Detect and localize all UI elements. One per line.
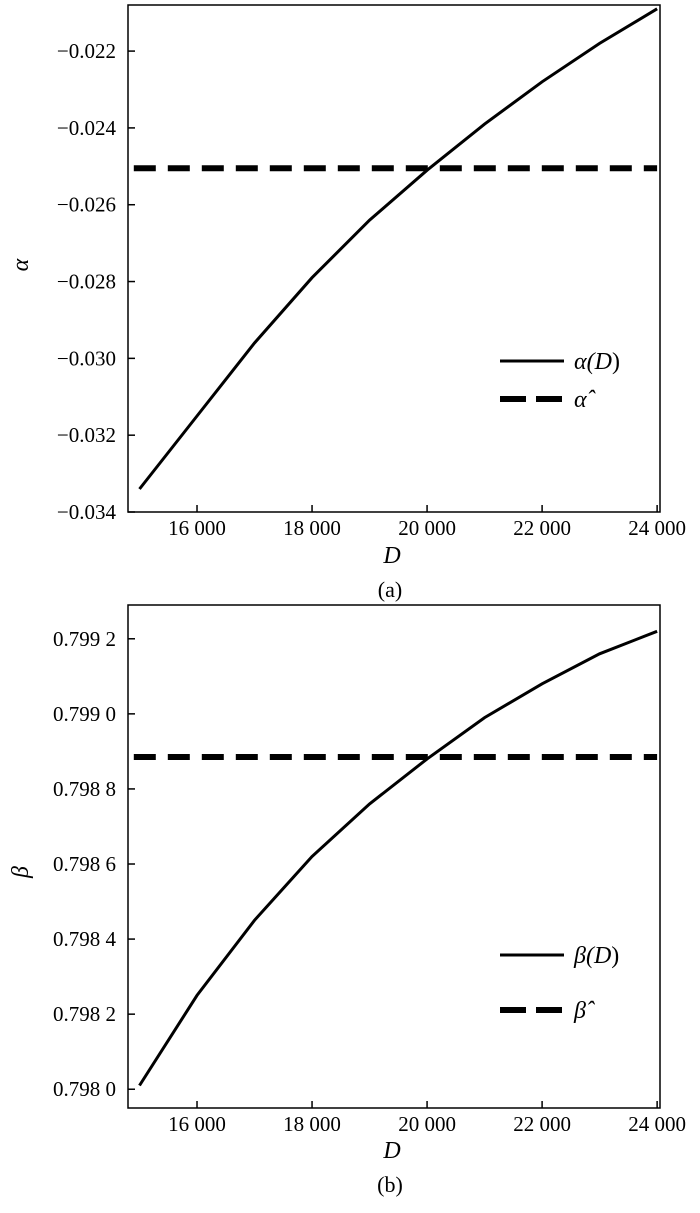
x-tick-label: 20 000 — [398, 516, 456, 540]
legend-label-base: β( — [573, 943, 596, 969]
y-tick-label: −0.028 — [57, 270, 116, 294]
y-axis-label: β — [8, 866, 34, 879]
y-tick-label: 0.798 6 — [53, 852, 116, 876]
y-tick-label: −0.032 — [57, 423, 116, 447]
legend-label: β(D) — [573, 943, 619, 969]
x-axis-label: D — [382, 543, 400, 569]
panel-label-b: (b) — [377, 1172, 403, 1197]
legend-label: α(D) — [574, 349, 620, 375]
chart-panel-b: 16 000 18 000 20 000 22 000 24 000 0.798 0 0.7… — [8, 604, 686, 1197]
y-tick-label: −0.026 — [57, 193, 116, 217]
curve-series — [138, 7, 658, 490]
x-tick-label: 18 000 — [283, 1112, 341, 1136]
plot-frame — [127, 4, 661, 513]
y-tick-label: 0.798 2 — [53, 1002, 116, 1026]
x-tick-label: 22 000 — [513, 516, 571, 540]
x-tick-label: 16 000 — [168, 1112, 226, 1136]
y-tick-label: −0.034 — [57, 500, 117, 524]
legend-label-var: D — [593, 943, 611, 969]
x-tick-label: 18 000 — [283, 516, 341, 540]
y-tick-label: −0.022 — [57, 39, 116, 63]
x-axis-label: D — [382, 1138, 400, 1164]
x-tick-label: 24 000 — [628, 1112, 686, 1136]
y-axis-label: α — [8, 258, 34, 271]
y-tick-label: −0.030 — [57, 346, 116, 370]
y-tick-label: −0.024 — [57, 116, 117, 140]
legend-label-close: ) — [611, 943, 619, 969]
plot-frame — [127, 604, 661, 1109]
legend-label: β̂ — [573, 998, 595, 1024]
y-tick-label: 0.798 8 — [53, 777, 116, 801]
legend-label-base: α( — [574, 349, 597, 375]
x-tick-label: 24 000 — [628, 516, 686, 540]
y-tick-label: 0.799 2 — [53, 627, 116, 651]
curve-series — [138, 629, 658, 1087]
y-tick-label: 0.798 4 — [53, 927, 117, 951]
legend-label: α̂ — [574, 387, 596, 413]
y-tick-label: 0.798 0 — [53, 1077, 116, 1101]
y-tick-label: 0.799 0 — [53, 702, 116, 726]
legend-label-var: D — [594, 349, 612, 375]
x-tick-label: 22 000 — [513, 1112, 571, 1136]
panel-label-a: (a) — [378, 577, 402, 602]
legend-label-close: ) — [612, 349, 620, 375]
chart-panel-a: 16 000 18 000 20 000 22 000 24 000 −0.034 −0.0… — [8, 4, 686, 602]
x-tick-label: 16 000 — [168, 516, 226, 540]
x-tick-label: 20 000 — [398, 1112, 456, 1136]
